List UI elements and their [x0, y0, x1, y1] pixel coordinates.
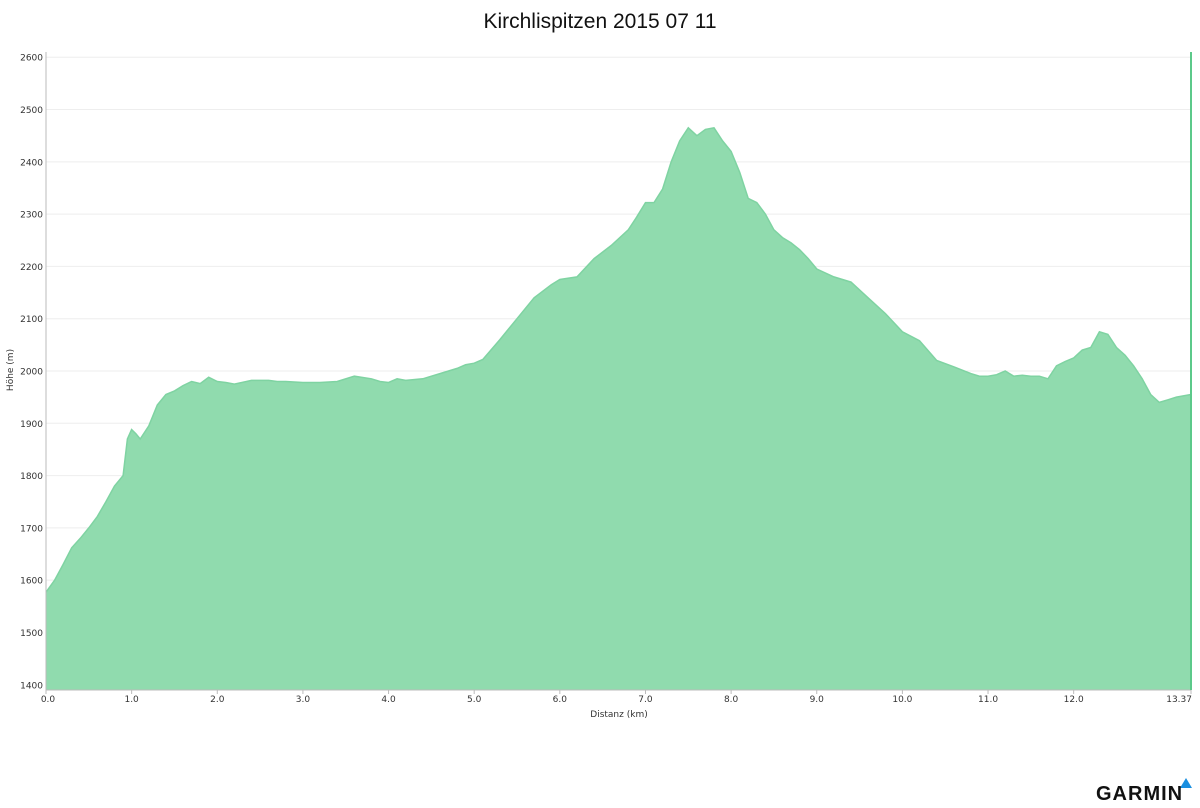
y-tick-labels: 2600 2500 2400 2300 2200 2100 2000 1900 1800 1700… [20, 54, 43, 692]
x-tick-labels: 0.0 1.0 2.0 3.0 4.0 5.0 6.0 7.0 8.0 9.0 10.0 11.0 12… [41, 695, 1192, 705]
y-tick-label: 2300 [20, 211, 43, 221]
garmin-logo: GARMIN [1096, 778, 1196, 806]
axis-layer [45, 52, 1192, 694]
y-tick-label: 2500 [20, 106, 43, 116]
y-tick-label: 1900 [20, 420, 43, 430]
garmin-logo-text: GARMIN [1096, 783, 1184, 805]
x-axis-label: Distanz (km) [590, 710, 647, 720]
x-tick-label: 5.0 [467, 695, 482, 705]
x-tick-label: 0.0 [41, 695, 56, 705]
x-tick-label: 11.0 [978, 695, 998, 705]
x-tick-label: 7.0 [638, 695, 653, 705]
y-tick-label: 2400 [20, 158, 43, 168]
chart-title: Kirchlispitzen 2015 07 11 [483, 10, 717, 33]
y-tick-label: 1600 [20, 577, 43, 587]
x-tick-label: 4.0 [381, 695, 396, 705]
y-axis-label: Höhe (m) [6, 349, 16, 391]
x-tick-label: 10.0 [892, 695, 912, 705]
area-layer [45, 126, 1192, 691]
garmin-triangle-icon [1180, 778, 1192, 788]
y-tick-label: 1400 [20, 681, 43, 691]
x-tick-label: 2.0 [210, 695, 225, 705]
x-tick-label: 13.37 [1166, 695, 1192, 705]
x-tick-label: 6.0 [553, 695, 568, 705]
elevation-area [46, 127, 1191, 691]
y-tick-label: 1700 [20, 524, 43, 534]
y-tick-label: 2100 [20, 315, 43, 325]
y-tick-label: 1800 [20, 472, 43, 482]
x-tick-label: 12.0 [1064, 695, 1084, 705]
x-tick-label: 9.0 [810, 695, 825, 705]
y-tick-label: 2600 [20, 54, 43, 64]
y-tick-label: 2000 [20, 368, 43, 378]
x-tick-label: 8.0 [724, 695, 739, 705]
y-tick-label: 2200 [20, 263, 43, 273]
x-tick-label: 3.0 [296, 695, 311, 705]
x-tick-label: 1.0 [124, 695, 139, 705]
y-tick-label: 1500 [20, 629, 43, 639]
elevation-line [45, 126, 1192, 593]
